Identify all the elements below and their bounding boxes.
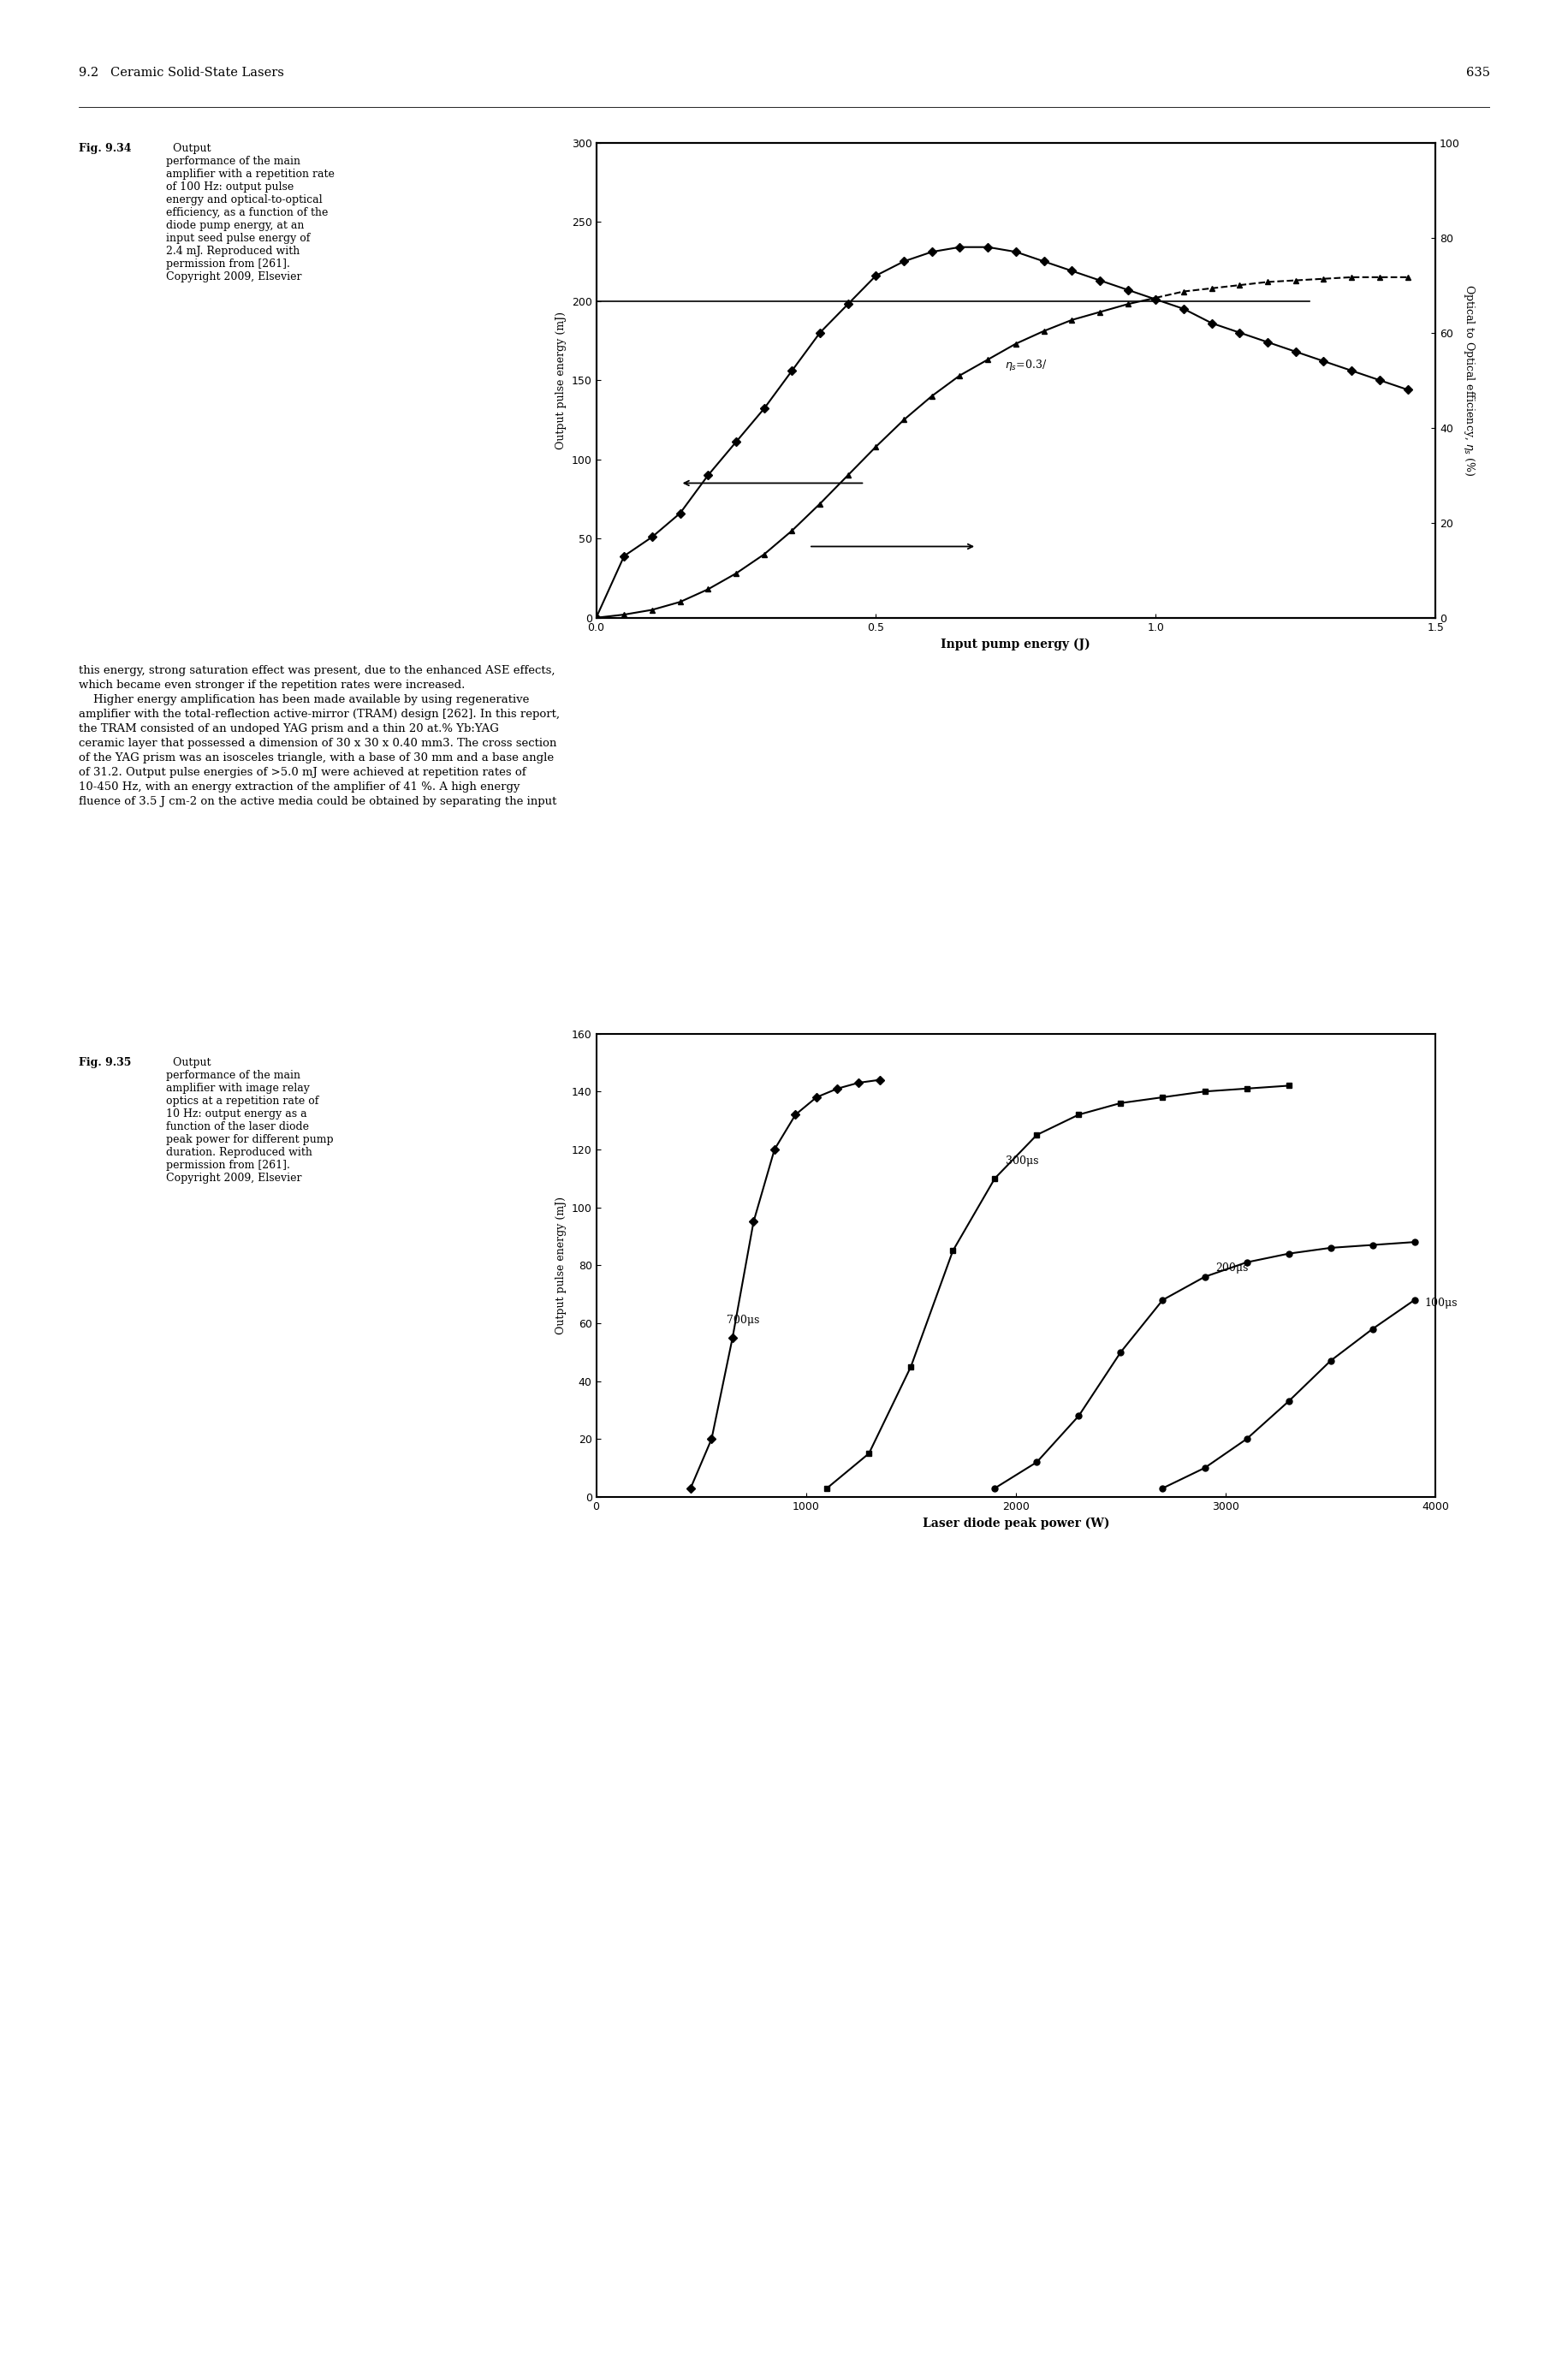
Text: this energy, strong saturation effect was present, due to the enhanced ASE effec: this energy, strong saturation effect wa… <box>78 665 560 808</box>
X-axis label: Laser diode peak power (W): Laser diode peak power (W) <box>922 1516 1109 1530</box>
Text: Fig. 9.35: Fig. 9.35 <box>78 1057 130 1069</box>
Text: $\eta_s$=0.3/: $\eta_s$=0.3/ <box>1004 359 1046 373</box>
Text: 100μs: 100μs <box>1424 1297 1457 1309</box>
Y-axis label: Output pulse energy (mJ): Output pulse energy (mJ) <box>555 311 566 449</box>
Text: Fig. 9.34: Fig. 9.34 <box>78 143 132 154</box>
Text: 700μs: 700μs <box>726 1314 759 1326</box>
Y-axis label: Optical to Optical efficiency, $\eta_s$ (%): Optical to Optical efficiency, $\eta_s$ … <box>1461 285 1475 475</box>
Text: 9.2   Ceramic Solid-State Lasers: 9.2 Ceramic Solid-State Lasers <box>78 67 284 78</box>
Text: 200μs: 200μs <box>1215 1262 1247 1274</box>
Text: 300μs: 300μs <box>1005 1155 1038 1167</box>
X-axis label: Input pump energy (J): Input pump energy (J) <box>941 637 1090 651</box>
Y-axis label: Output pulse energy (mJ): Output pulse energy (mJ) <box>555 1198 566 1333</box>
Text: Output
performance of the main
amplifier with image relay
optics at a repetition: Output performance of the main amplifier… <box>166 1057 332 1183</box>
Text: 635: 635 <box>1466 67 1490 78</box>
Text: Output
performance of the main
amplifier with a repetition rate
of 100 Hz: outpu: Output performance of the main amplifier… <box>166 143 334 283</box>
